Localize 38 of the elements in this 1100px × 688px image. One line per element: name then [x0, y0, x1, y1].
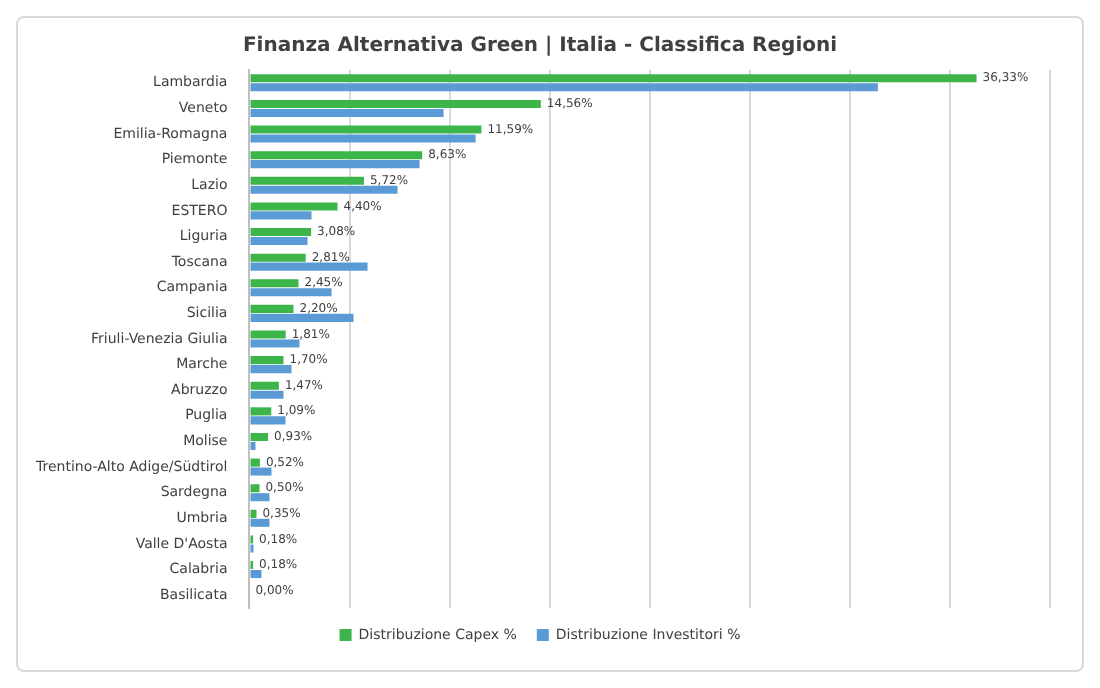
- bar: [250, 432, 269, 442]
- bar: [250, 83, 878, 92]
- bar: [250, 74, 977, 83]
- bar: [250, 279, 299, 288]
- bar: [250, 134, 476, 143]
- bar: [250, 253, 306, 262]
- bar: [250, 288, 332, 297]
- bar: [250, 202, 338, 211]
- bar: [250, 356, 284, 365]
- bar: [250, 339, 300, 348]
- bar: [250, 381, 279, 390]
- bar: [250, 518, 270, 527]
- bar: [250, 467, 272, 476]
- bar: [250, 484, 260, 493]
- bar: [250, 458, 260, 467]
- bar: [250, 99, 541, 108]
- bar: [250, 570, 262, 579]
- bar: [250, 390, 284, 399]
- bar: [250, 313, 354, 322]
- bar: [250, 185, 398, 194]
- bar: [250, 108, 444, 117]
- bar: [250, 330, 286, 339]
- bar: [250, 236, 308, 246]
- bar: [250, 441, 256, 450]
- bar: [250, 176, 364, 185]
- bar: [250, 416, 286, 425]
- bar: [250, 211, 312, 220]
- bar: [250, 365, 292, 374]
- bar: [250, 493, 270, 502]
- bar: [250, 151, 423, 160]
- chart-title: Finanza Alternativa Green | Italia - Classifica Regioni: [242, 35, 838, 58]
- bar: [250, 262, 368, 271]
- bar: [250, 125, 482, 134]
- bar: [250, 228, 312, 237]
- bar: [250, 407, 272, 416]
- bar: [250, 160, 420, 169]
- bar: [250, 304, 294, 313]
- bar: [250, 509, 257, 518]
